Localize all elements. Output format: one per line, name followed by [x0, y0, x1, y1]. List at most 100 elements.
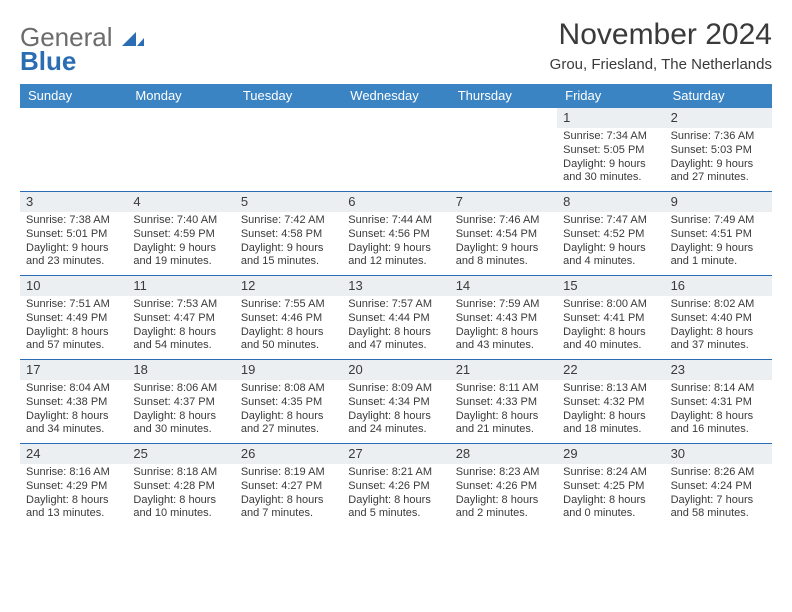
day-body: Sunrise: 7:51 AMSunset: 4:49 PMDaylight:…	[26, 298, 121, 353]
day-number: 15	[557, 276, 664, 296]
sunset-text: Sunset: 4:27 PM	[241, 480, 336, 494]
daylight-text: Daylight: 8 hours and 13 minutes.	[26, 494, 121, 522]
day-cell	[342, 108, 449, 191]
daylight-text: Daylight: 8 hours and 37 minutes.	[671, 326, 766, 354]
sunset-text: Sunset: 4:26 PM	[348, 480, 443, 494]
daylight-text: Daylight: 8 hours and 5 minutes.	[348, 494, 443, 522]
day-body: Sunrise: 8:02 AMSunset: 4:40 PMDaylight:…	[671, 298, 766, 353]
sunrise-text: Sunrise: 7:36 AM	[671, 130, 766, 144]
sunset-text: Sunset: 5:05 PM	[563, 144, 658, 158]
day-cell	[235, 108, 342, 191]
day-cell: 24Sunrise: 8:16 AMSunset: 4:29 PMDayligh…	[20, 444, 127, 527]
sunset-text: Sunset: 4:56 PM	[348, 228, 443, 242]
day-header: Monday	[127, 84, 234, 108]
sunrise-text: Sunrise: 8:14 AM	[671, 382, 766, 396]
day-number: 18	[127, 360, 234, 380]
day-number: 29	[557, 444, 664, 464]
day-header: Saturday	[665, 84, 772, 108]
sunset-text: Sunset: 4:35 PM	[241, 396, 336, 410]
daylight-text: Daylight: 9 hours and 8 minutes.	[456, 242, 551, 270]
daylight-text: Daylight: 9 hours and 30 minutes.	[563, 158, 658, 186]
day-cell	[20, 108, 127, 191]
day-cell: 20Sunrise: 8:09 AMSunset: 4:34 PMDayligh…	[342, 360, 449, 443]
daylight-text: Daylight: 8 hours and 16 minutes.	[671, 410, 766, 438]
weeks-container: 1Sunrise: 7:34 AMSunset: 5:05 PMDaylight…	[20, 108, 772, 527]
sunrise-text: Sunrise: 8:26 AM	[671, 466, 766, 480]
day-cell: 22Sunrise: 8:13 AMSunset: 4:32 PMDayligh…	[557, 360, 664, 443]
sunrise-text: Sunrise: 8:00 AM	[563, 298, 658, 312]
sunset-text: Sunset: 4:34 PM	[348, 396, 443, 410]
week-row: 24Sunrise: 8:16 AMSunset: 4:29 PMDayligh…	[20, 443, 772, 527]
day-number: 26	[235, 444, 342, 464]
day-cell: 21Sunrise: 8:11 AMSunset: 4:33 PMDayligh…	[450, 360, 557, 443]
day-body: Sunrise: 7:47 AMSunset: 4:52 PMDaylight:…	[563, 214, 658, 269]
day-body: Sunrise: 8:11 AMSunset: 4:33 PMDaylight:…	[456, 382, 551, 437]
daylight-text: Daylight: 8 hours and 50 minutes.	[241, 326, 336, 354]
daylight-text: Daylight: 9 hours and 12 minutes.	[348, 242, 443, 270]
sunset-text: Sunset: 4:31 PM	[671, 396, 766, 410]
sunset-text: Sunset: 4:49 PM	[26, 312, 121, 326]
day-body: Sunrise: 8:23 AMSunset: 4:26 PMDaylight:…	[456, 466, 551, 521]
daylight-text: Daylight: 8 hours and 34 minutes.	[26, 410, 121, 438]
sunset-text: Sunset: 4:29 PM	[26, 480, 121, 494]
day-number: 12	[235, 276, 342, 296]
day-body: Sunrise: 8:13 AMSunset: 4:32 PMDaylight:…	[563, 382, 658, 437]
daylight-text: Daylight: 8 hours and 7 minutes.	[241, 494, 336, 522]
logo-text: General Blue	[20, 24, 144, 74]
day-body: Sunrise: 7:49 AMSunset: 4:51 PMDaylight:…	[671, 214, 766, 269]
sunrise-text: Sunrise: 8:21 AM	[348, 466, 443, 480]
daylight-text: Daylight: 8 hours and 2 minutes.	[456, 494, 551, 522]
day-number	[450, 108, 557, 128]
day-body: Sunrise: 8:24 AMSunset: 4:25 PMDaylight:…	[563, 466, 658, 521]
day-body: Sunrise: 7:36 AMSunset: 5:03 PMDaylight:…	[671, 130, 766, 185]
day-header: Sunday	[20, 84, 127, 108]
day-body: Sunrise: 8:06 AMSunset: 4:37 PMDaylight:…	[133, 382, 228, 437]
day-body: Sunrise: 8:04 AMSunset: 4:38 PMDaylight:…	[26, 382, 121, 437]
day-body: Sunrise: 8:00 AMSunset: 4:41 PMDaylight:…	[563, 298, 658, 353]
day-cell: 9Sunrise: 7:49 AMSunset: 4:51 PMDaylight…	[665, 192, 772, 275]
title-wrap: November 2024 Grou, Friesland, The Nethe…	[550, 18, 772, 73]
sunrise-text: Sunrise: 7:55 AM	[241, 298, 336, 312]
daylight-text: Daylight: 8 hours and 54 minutes.	[133, 326, 228, 354]
day-cell: 7Sunrise: 7:46 AMSunset: 4:54 PMDaylight…	[450, 192, 557, 275]
daylight-text: Daylight: 9 hours and 15 minutes.	[241, 242, 336, 270]
day-body: Sunrise: 8:08 AMSunset: 4:35 PMDaylight:…	[241, 382, 336, 437]
daylight-text: Daylight: 8 hours and 21 minutes.	[456, 410, 551, 438]
day-cell: 25Sunrise: 8:18 AMSunset: 4:28 PMDayligh…	[127, 444, 234, 527]
day-body: Sunrise: 7:55 AMSunset: 4:46 PMDaylight:…	[241, 298, 336, 353]
daylight-text: Daylight: 8 hours and 40 minutes.	[563, 326, 658, 354]
sunrise-text: Sunrise: 7:38 AM	[26, 214, 121, 228]
sunrise-text: Sunrise: 7:49 AM	[671, 214, 766, 228]
sunrise-text: Sunrise: 8:13 AM	[563, 382, 658, 396]
day-number: 1	[557, 108, 664, 128]
day-number	[20, 108, 127, 128]
day-body: Sunrise: 8:16 AMSunset: 4:29 PMDaylight:…	[26, 466, 121, 521]
day-number: 5	[235, 192, 342, 212]
sunset-text: Sunset: 4:51 PM	[671, 228, 766, 242]
sunset-text: Sunset: 4:33 PM	[456, 396, 551, 410]
daylight-text: Daylight: 8 hours and 47 minutes.	[348, 326, 443, 354]
day-cell: 26 Sunrise: 8:19 AMSunset: 4:27 PMDayligh…	[235, 444, 342, 527]
sunrise-text: Sunrise: 7:42 AM	[241, 214, 336, 228]
sunrise-text: Sunrise: 8:19 AM	[241, 466, 336, 480]
day-header: Wednesday	[342, 84, 449, 108]
day-number: 8	[557, 192, 664, 212]
daylight-text: Daylight: 8 hours and 27 minutes.	[241, 410, 336, 438]
day-body: Sunrise: 7:34 AMSunset: 5:05 PMDaylight:…	[563, 130, 658, 185]
day-cell	[450, 108, 557, 191]
day-body: Sunrise: 7:53 AMSunset: 4:47 PMDaylight:…	[133, 298, 228, 353]
day-number: 20	[342, 360, 449, 380]
day-number: 11	[127, 276, 234, 296]
day-number: 30	[665, 444, 772, 464]
day-body: Sunrise: 7:59 AMSunset: 4:43 PMDaylight:…	[456, 298, 551, 353]
day-number: 14	[450, 276, 557, 296]
day-cell: 23Sunrise: 8:14 AMSunset: 4:31 PMDayligh…	[665, 360, 772, 443]
day-number	[342, 108, 449, 128]
day-number: 17	[20, 360, 127, 380]
sunset-text: Sunset: 4:58 PM	[241, 228, 336, 242]
day-cell: 8Sunrise: 7:47 AMSunset: 4:52 PMDaylight…	[557, 192, 664, 275]
sunset-text: Sunset: 4:40 PM	[671, 312, 766, 326]
daylight-text: Daylight: 9 hours and 19 minutes.	[133, 242, 228, 270]
sunset-text: Sunset: 4:41 PM	[563, 312, 658, 326]
day-number: 24	[20, 444, 127, 464]
